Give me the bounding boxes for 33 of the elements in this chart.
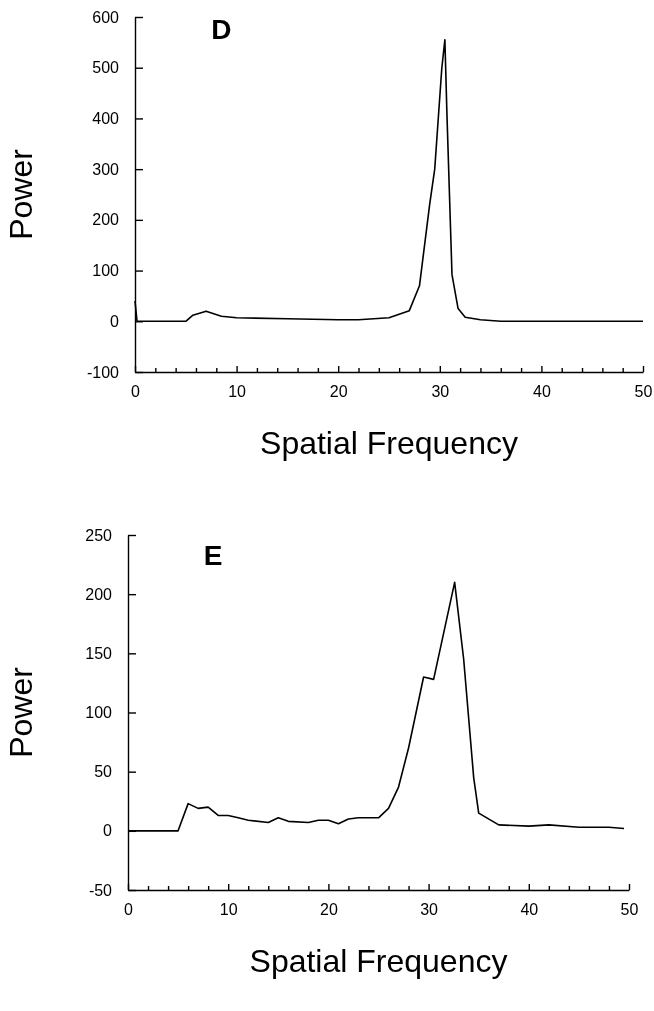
x-tick-label: 50: [620, 901, 639, 919]
y-tick-label: 500: [92, 59, 120, 77]
y-tick-label: 200: [85, 585, 113, 603]
y-tick-label: 100: [85, 704, 113, 722]
x-axis-title: Spatial Frequency: [260, 425, 518, 461]
x-tick-label: 10: [219, 901, 238, 919]
y-tick-label: 0: [110, 312, 120, 330]
y-tick-label: 50: [94, 763, 113, 781]
x-tick-label: 50: [634, 383, 653, 401]
x-axis-title: Spatial Frequency: [249, 943, 508, 979]
y-tick-label: 250: [85, 526, 113, 544]
y-axis-title: Power: [3, 148, 39, 240]
y-tick-label: -100: [86, 363, 120, 381]
x-tick-label: 20: [329, 383, 348, 401]
chart-title: E: [203, 540, 223, 571]
x-tick-label: 40: [533, 383, 551, 401]
y-tick-label: 200: [92, 211, 120, 229]
x-tick-label: 0: [124, 901, 134, 919]
x-tick-label: 40: [520, 901, 539, 919]
y-tick-label: 100: [92, 262, 120, 280]
y-axis-title: Power: [3, 666, 39, 758]
y-tick-label: 300: [92, 160, 120, 178]
x-tick-label: 30: [420, 901, 439, 919]
x-tick-label: 30: [431, 383, 450, 401]
y-tick-label: -50: [88, 881, 113, 899]
y-tick-label: 0: [103, 822, 113, 840]
x-tick-label: 0: [131, 383, 141, 401]
chart-title: D: [211, 14, 232, 45]
y-tick-label: 400: [92, 110, 120, 128]
x-tick-label: 20: [320, 901, 338, 919]
y-tick-label: 150: [85, 644, 113, 662]
x-tick-label: 10: [228, 383, 247, 401]
y-tick-label: 600: [92, 8, 120, 26]
